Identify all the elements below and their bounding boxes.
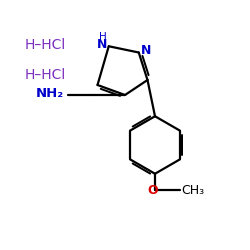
Text: N: N: [96, 38, 107, 51]
Text: H: H: [98, 32, 106, 42]
Text: H–HCl: H–HCl: [24, 68, 66, 82]
Text: NH₂: NH₂: [36, 87, 64, 100]
Text: CH₃: CH₃: [181, 184, 204, 196]
Text: N: N: [141, 44, 152, 57]
Text: H–HCl: H–HCl: [24, 38, 66, 52]
Text: O: O: [148, 184, 158, 196]
